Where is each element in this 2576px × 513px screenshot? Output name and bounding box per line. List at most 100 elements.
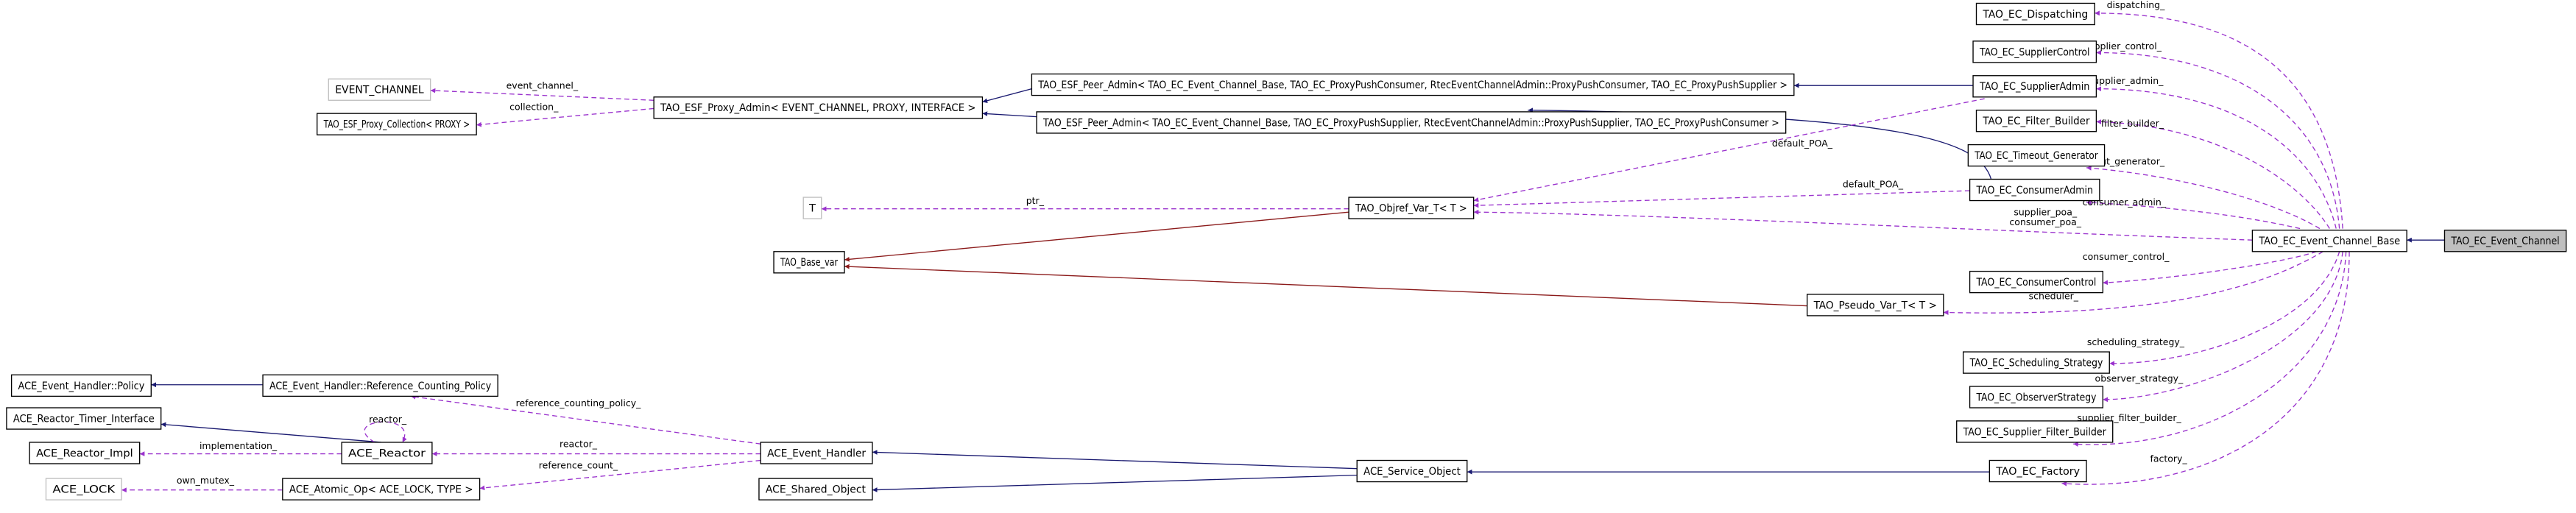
class-name: ACE_Reactor — [348, 447, 426, 459]
class-node-dispatching[interactable]: TAO_EC_Dispatching — [1975, 2, 2095, 26]
class-node-rcpolicy[interactable]: ACE_Event_Handler::Reference_Counting_Po… — [262, 374, 498, 397]
edge-label: event_channel_ — [507, 80, 579, 91]
class-box — [1967, 144, 2106, 167]
class-name: ACE_Service_Object — [1363, 466, 1461, 478]
edge-label: supplier_admin_ — [2089, 75, 2164, 86]
edges: event_channel_ collection_ ptr_ default_POA… — [121, 0, 2445, 493]
class-box — [29, 442, 141, 464]
class-name: TAO_Base_var — [780, 257, 839, 269]
usage-edge — [2096, 50, 2340, 229]
usage-edge — [2086, 166, 2321, 230]
class-node-t[interactable]: T — [802, 197, 822, 219]
edge-label: scheduler_ — [2029, 291, 2079, 302]
class-node-proxyadmin[interactable]: TAO_ESF_Proxy_Admin< EVENT_CHANNEL, PROX… — [653, 96, 984, 119]
class-node-service[interactable]: ACE_Service_Object — [1356, 459, 1468, 483]
class-node-base[interactable]: TAO_EC_Event_Channel_Base — [2251, 230, 2407, 252]
class-node-conctl[interactable]: TAO_EC_ConsumerControl — [1969, 270, 2103, 294]
class-node-factory[interactable]: TAO_EC_Factory — [1989, 459, 2087, 483]
edge-label: supplier_control_ — [2083, 40, 2162, 52]
class-name: TAO_EC_Timeout_Generator — [1974, 150, 2098, 162]
usage-edge — [2096, 119, 2330, 229]
template-edge — [844, 211, 1349, 262]
usage-edge — [1473, 98, 1985, 202]
class-box — [1972, 40, 2097, 63]
class-box — [1356, 459, 1468, 483]
class-node-pseudo[interactable]: TAO_Pseudo_Var_T< T > — [1806, 294, 1944, 316]
class-name: EVENT_CHANNEL — [335, 85, 424, 96]
class-node-reactorimpl[interactable]: ACE_Reactor_Impl — [29, 442, 141, 464]
class-node-timeout[interactable]: TAO_EC_Timeout_Generator — [1967, 144, 2106, 167]
class-name: TAO_EC_ObserverStrategy — [1976, 392, 2097, 403]
class-name: TAO_EC_SupplierControl — [1979, 46, 2090, 58]
inheritance-edge — [872, 450, 1358, 470]
class-box — [1969, 178, 2100, 202]
class-box — [1975, 110, 2097, 132]
class-node-evhandler[interactable]: ACE_Event_Handler — [760, 442, 873, 464]
class-node-timerif[interactable]: ACE_Reactor_Timer_Interface — [6, 407, 162, 430]
class-name: TAO_EC_Scheduling_Strategy — [1969, 357, 2103, 369]
class-node-supctl[interactable]: TAO_EC_SupplierControl — [1972, 40, 2097, 63]
edge-label: supplier_poa_ — [2014, 207, 2078, 218]
class-box — [1806, 294, 1944, 316]
usage-edge — [2096, 86, 2337, 229]
usage-edge — [2103, 251, 2317, 286]
class-name: TAO_EC_SupplierAdmin — [1979, 81, 2090, 93]
class-node-evchan[interactable]: EVENT_CHANNEL — [328, 78, 431, 101]
class-box — [760, 442, 873, 464]
edge-label: consumer_control_ — [2083, 251, 2170, 262]
edge-label: reference_count_ — [539, 460, 618, 471]
class-node-supadmin[interactable]: TAO_EC_SupplierAdmin — [1972, 75, 2097, 98]
usage-edge — [2095, 10, 2343, 229]
class-box — [45, 478, 122, 500]
class-box — [1031, 73, 1795, 96]
class-box — [1975, 2, 2095, 26]
class-node-lock[interactable]: ACE_LOCK — [45, 478, 122, 500]
edge-label: consumer_poa_ — [2009, 216, 2081, 227]
class-box — [1989, 459, 2087, 483]
edge-label: reference_counting_policy_ — [516, 397, 641, 408]
usage-edge — [410, 394, 761, 445]
usage-edge — [479, 459, 761, 491]
edge-label: reactor_ — [560, 439, 598, 450]
class-node-atomic[interactable]: ACE_Atomic_Op< ACE_LOCK, TYPE > — [282, 478, 481, 500]
class-node-sched[interactable]: TAO_EC_Scheduling_Strategy — [1962, 351, 2110, 374]
class-name: TAO_ESF_Proxy_Admin< EVENT_CHANNEL, PROX… — [660, 102, 976, 114]
class-node-observer[interactable]: TAO_EC_ObserverStrategy — [1969, 386, 2103, 408]
inheritance-edge — [160, 422, 381, 443]
class-name: ACE_LOCK — [52, 484, 116, 496]
class-node-objref[interactable]: TAO_Objref_Var_T< T > — [1348, 197, 1475, 219]
class-node-shared[interactable]: ACE_Shared_Object — [758, 478, 873, 500]
class-node-policy[interactable]: ACE_Event_Handler::Policy — [10, 374, 152, 397]
edge-label: default_POA_ — [1772, 138, 1833, 149]
class-node-reactor[interactable]: ACE_Reactor — [341, 442, 433, 464]
usage-edge — [1473, 209, 2253, 241]
class-node-conadmin[interactable]: TAO_EC_ConsumerAdmin — [1969, 178, 2100, 202]
class-node-supfb[interactable]: TAO_EC_Supplier_Filter_Builder — [1956, 420, 2114, 443]
class-node-collection[interactable]: TAO_ESF_Proxy_Collection< PROXY > — [317, 113, 477, 135]
class-node-basevar[interactable]: TAO_Base_var — [773, 251, 845, 274]
class-box — [1348, 197, 1475, 219]
class-node-filterb[interactable]: TAO_EC_Filter_Builder — [1975, 110, 2097, 132]
class-name: TAO_ESF_Peer_Admin< TAO_EC_Event_Channel… — [1037, 79, 1788, 91]
class-node-peer2[interactable]: TAO_ESF_Peer_Admin< TAO_EC_Event_Channel… — [1036, 111, 1787, 134]
class-box — [653, 96, 984, 119]
edge-label: observer_strategy_ — [2095, 372, 2184, 383]
class-name: ACE_Atomic_Op< ACE_LOCK, TYPE > — [289, 484, 473, 496]
class-name: TAO_EC_Factory — [1995, 466, 2080, 478]
class-box — [328, 78, 431, 101]
class-node-ec[interactable]: TAO_EC_Event_Channel — [2443, 230, 2567, 252]
edge-label: implementation_ — [200, 440, 278, 451]
edge-label: ptr_ — [1026, 195, 1045, 206]
class-box — [341, 442, 433, 464]
class-node-peer1[interactable]: TAO_ESF_Peer_Admin< TAO_EC_Event_Channel… — [1031, 73, 1795, 96]
class-box — [802, 197, 822, 219]
class-box — [10, 374, 152, 397]
usage-edge — [430, 88, 654, 101]
class-box — [1969, 270, 2103, 294]
class-box — [2443, 230, 2567, 252]
class-name: TAO_EC_Supplier_Filter_Builder — [1963, 426, 2107, 438]
usage-edge — [1943, 251, 2323, 315]
class-box — [1962, 351, 2110, 374]
usage-edge — [2103, 251, 2343, 403]
usage-edge — [2073, 251, 2347, 447]
